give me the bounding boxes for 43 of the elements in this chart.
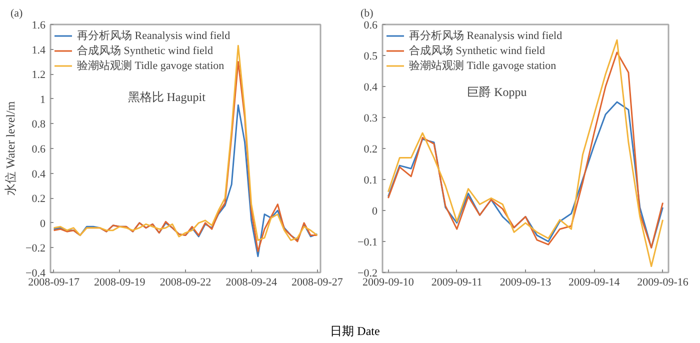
annotation: 黑格比 Hagupit	[128, 90, 206, 104]
y-tick-label: 0	[40, 218, 46, 230]
x-tick-label: 2009-09-16	[637, 276, 689, 288]
y-tick-label: 0.1	[364, 174, 378, 186]
y-tick-label: 0.3	[364, 112, 378, 124]
legend-label: 验潮站观测 Tidle gavoge station	[409, 59, 556, 73]
y-tick-label: 0.2	[32, 193, 46, 206]
legend-label: 再分析风场 Reanalysis wind field	[409, 29, 562, 43]
x-tick-label: 2009-09-13	[500, 276, 552, 288]
y-tick-label: 0.6	[32, 144, 46, 156]
y-tick-label: −0.2	[26, 242, 46, 255]
y-tick-label: 0.5	[364, 50, 378, 62]
x-tick-label: 2009-09-11	[431, 276, 482, 288]
legend-label: 合成风场 Synthetic wind field	[409, 44, 545, 58]
y-tick-label: 1.6	[32, 20, 46, 32]
y-axis-title: 水位 Water level/m	[4, 100, 18, 196]
x-tick-label: 2008-09-17	[28, 276, 80, 288]
y-tick-label: −0.4	[26, 268, 46, 280]
x-tick-label: 2008-09-22	[160, 276, 212, 288]
x-tick-label: 2009-09-10	[362, 276, 414, 288]
y-tick-label: 0.2	[364, 144, 378, 156]
chart-title: (a)	[10, 8, 24, 20]
y-tick-label: 0.4	[32, 168, 46, 180]
x-tick-label: 2008-09-24	[226, 276, 278, 288]
y-tick-label: 0.8	[32, 118, 46, 131]
legend-label: 验潮站观测 Tidle gavoge station	[77, 59, 224, 73]
y-tick-label: 0.4	[364, 82, 378, 94]
y-tick-label: 1.2	[32, 69, 46, 82]
y-tick-label: 1	[40, 94, 46, 106]
x-tick-label: 2008-09-19	[94, 276, 146, 288]
y-tick-label: 1.4	[32, 44, 46, 56]
y-tick-label: 0.6	[364, 20, 378, 32]
x-tick-label: 2008-09-27	[292, 276, 344, 288]
y-tick-label: −0.2	[358, 268, 378, 280]
annotation: 巨爵 Koppu	[467, 84, 527, 99]
y-tick-label: 0	[372, 206, 378, 218]
x-tick-label: 2009-09-14	[568, 276, 620, 288]
line-series	[387, 101, 664, 248]
chart-title: (b)	[360, 8, 374, 20]
x-axis-title: 日期 Date	[330, 323, 380, 340]
y-tick-label: −0.1	[358, 236, 378, 248]
legend-label: 再分析风场 Reanalysis wind field	[77, 29, 230, 43]
legend-label: 合成风场 Synthetic wind field	[77, 44, 213, 58]
